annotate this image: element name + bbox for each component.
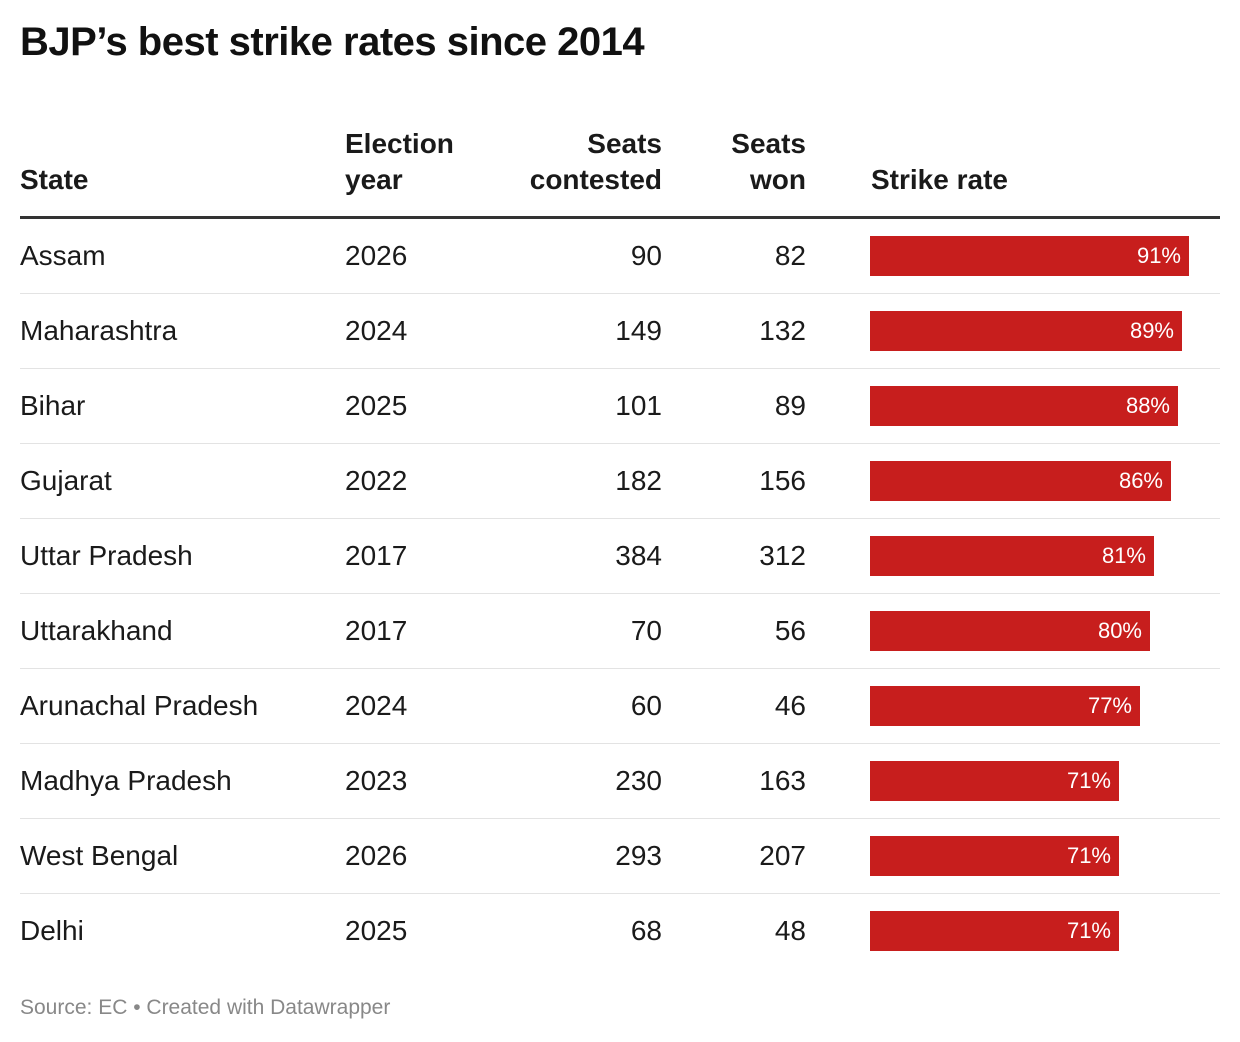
strike-rate-cell: 89% xyxy=(870,311,1220,351)
strike-rate-label: 86% xyxy=(1118,468,1163,493)
table-row: Bihar 2025 101 89 88% xyxy=(20,369,1220,444)
seats-won-cell: 132 xyxy=(759,315,806,346)
seats-contested-cell: 101 xyxy=(615,390,662,421)
column-header-seats-won-line2: won xyxy=(750,164,806,195)
strike-rate-cell: 71% xyxy=(870,911,1220,951)
seats-contested-cell: 182 xyxy=(615,465,662,496)
state-cell: Assam xyxy=(20,240,106,271)
strike-rate-cell: 71% xyxy=(870,761,1220,801)
strike-rate-bar: 71% xyxy=(870,761,1119,801)
column-header-seats-contested-line1: Seats xyxy=(587,128,662,159)
state-cell: Maharashtra xyxy=(20,315,178,346)
strike-rate-label: 71% xyxy=(1066,768,1111,793)
strike-rate-bar: 89% xyxy=(870,311,1182,351)
strike-rate-label: 91% xyxy=(1136,243,1181,268)
column-header-election-year-line2: year xyxy=(345,164,403,195)
table-header: State Election year Seats contested Seat… xyxy=(20,118,1220,219)
strike-rate-label: 71% xyxy=(1066,918,1111,943)
table-row: Assam 2026 90 82 91% xyxy=(20,219,1220,294)
strike-rate-label: 88% xyxy=(1125,393,1170,418)
seats-won-cell: 48 xyxy=(774,915,806,946)
column-header-seats-won-line1: Seats xyxy=(731,128,806,159)
column-header-election-year: Election year xyxy=(345,126,525,198)
seats-won-cell: 163 xyxy=(759,765,806,796)
election-year-cell: 2017 xyxy=(345,615,408,646)
strike-rate-label: 71% xyxy=(1066,843,1111,868)
column-header-seats-contested-line2: contested xyxy=(529,164,662,195)
strike-rate-cell: 91% xyxy=(870,236,1220,276)
column-header-election-year-line1: Election xyxy=(345,128,454,159)
seats-won-cell: 207 xyxy=(759,840,806,871)
state-cell: Uttar Pradesh xyxy=(20,540,193,571)
seats-contested-cell: 230 xyxy=(615,765,662,796)
table-row: Uttarakhand 2017 70 56 80% xyxy=(20,594,1220,669)
strike-rate-cell: 77% xyxy=(870,686,1220,726)
state-cell: West Bengal xyxy=(20,840,179,871)
strike-rate-bar: 71% xyxy=(870,911,1119,951)
strike-rate-label: 77% xyxy=(1087,693,1132,718)
seats-contested-cell: 90 xyxy=(630,240,662,271)
column-header-seats-won: Seats won xyxy=(670,126,806,198)
strike-rate-bar: 91% xyxy=(870,236,1189,276)
strike-rate-bar: 88% xyxy=(870,386,1178,426)
seats-contested-cell: 68 xyxy=(630,915,662,946)
strike-rate-table: State Election year Seats contested Seat… xyxy=(20,118,1220,968)
election-year-cell: 2025 xyxy=(345,915,408,946)
table-body: Assam 2026 90 82 91% Maharashtra 2024 149 132 89%… xyxy=(20,219,1220,968)
table-row: Madhya Pradesh 2023 230 163 71% xyxy=(20,744,1220,819)
election-year-cell: 2026 xyxy=(345,240,408,271)
election-year-cell: 2024 xyxy=(345,315,408,346)
seats-won-cell: 56 xyxy=(774,615,806,646)
table-row: Delhi 2025 68 48 71% xyxy=(20,894,1220,968)
seats-won-cell: 46 xyxy=(774,690,806,721)
seats-contested-cell: 149 xyxy=(615,315,662,346)
seats-contested-cell: 70 xyxy=(630,615,662,646)
state-cell: Uttarakhand xyxy=(20,615,173,646)
strike-rate-cell: 80% xyxy=(870,611,1220,651)
table-row: Arunachal Pradesh 2024 60 46 77% xyxy=(20,669,1220,744)
column-header-strike-rate: Strike rate xyxy=(871,164,1008,195)
seats-contested-cell: 293 xyxy=(615,840,662,871)
chart-title: BJP’s best strike rates since 2014 xyxy=(20,20,645,64)
strike-rate-cell: 88% xyxy=(870,386,1220,426)
election-year-cell: 2026 xyxy=(345,840,408,871)
table-row: Maharashtra 2024 149 132 89% xyxy=(20,294,1220,369)
state-cell: Bihar xyxy=(20,390,86,421)
source-footer: Source: EC • Created with Datawrapper xyxy=(20,996,391,1019)
strike-rate-bar: 81% xyxy=(870,536,1154,576)
strike-rate-bar: 80% xyxy=(870,611,1150,651)
strike-rate-bar: 71% xyxy=(870,836,1119,876)
strike-rate-label: 81% xyxy=(1101,543,1146,568)
state-cell: Arunachal Pradesh xyxy=(20,690,259,721)
election-year-cell: 2024 xyxy=(345,690,408,721)
table-row: West Bengal 2026 293 207 71% xyxy=(20,819,1220,894)
state-cell: Madhya Pradesh xyxy=(20,765,232,796)
seats-contested-cell: 60 xyxy=(630,690,662,721)
column-header-seats-contested: Seats contested xyxy=(490,126,662,198)
state-cell: Gujarat xyxy=(20,465,112,496)
strike-rate-bar: 86% xyxy=(870,461,1171,501)
strike-rate-bar: 77% xyxy=(870,686,1140,726)
strike-rate-label: 80% xyxy=(1097,618,1142,643)
seats-won-cell: 156 xyxy=(759,465,806,496)
column-header-state: State xyxy=(20,164,89,195)
seats-won-cell: 89 xyxy=(774,390,806,421)
election-year-cell: 2023 xyxy=(345,765,408,796)
strike-rate-label: 89% xyxy=(1129,318,1174,343)
seats-won-cell: 312 xyxy=(759,540,806,571)
seats-won-cell: 82 xyxy=(774,240,806,271)
election-year-cell: 2017 xyxy=(345,540,408,571)
election-year-cell: 2022 xyxy=(345,465,408,496)
table-row: Gujarat 2022 182 156 86% xyxy=(20,444,1220,519)
strike-rate-cell: 71% xyxy=(870,836,1220,876)
strike-rate-cell: 81% xyxy=(870,536,1220,576)
state-cell: Delhi xyxy=(20,915,84,946)
table-row: Uttar Pradesh 2017 384 312 81% xyxy=(20,519,1220,594)
strike-rate-cell: 86% xyxy=(870,461,1220,501)
election-year-cell: 2025 xyxy=(345,390,408,421)
seats-contested-cell: 384 xyxy=(615,540,662,571)
